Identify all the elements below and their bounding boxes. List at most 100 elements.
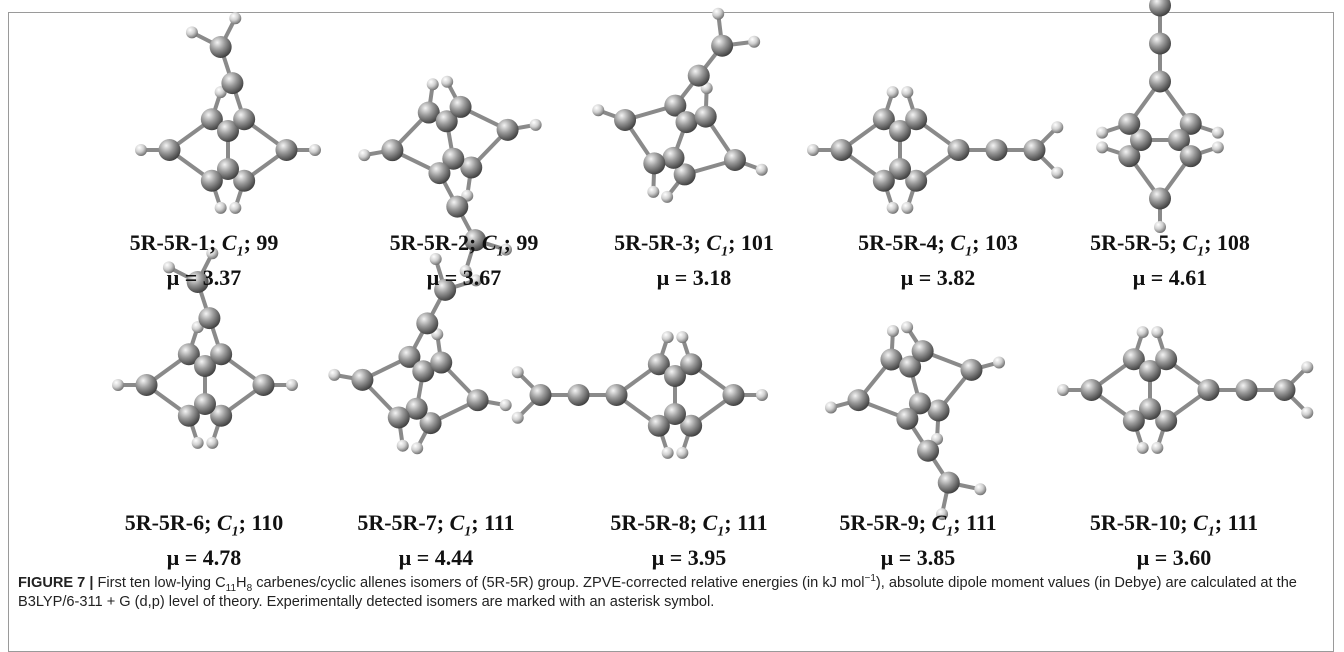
relative-energy: ; 99	[244, 230, 279, 255]
isomer-name: 5R-5R-5;	[1090, 230, 1182, 255]
point-group-subscript: 1	[965, 244, 972, 259]
relative-energy: ; 110	[239, 510, 284, 535]
carbon-atom	[233, 108, 255, 130]
point-group: C1	[222, 230, 244, 255]
point-group: C1	[706, 230, 728, 255]
isomer-name: 5R-5R-4;	[858, 230, 950, 255]
hydrogen-atom	[286, 379, 298, 391]
carbon-atom	[848, 389, 870, 411]
dipole-moment: μ = 3.85	[798, 545, 1038, 571]
hydrogen-atom	[1212, 127, 1224, 139]
hydrogen-atom	[427, 78, 439, 90]
isomer-title: 5R-5R-7; C1; 111	[316, 510, 556, 545]
caption-sup: −1	[865, 573, 876, 584]
carbon-atom	[1149, 71, 1171, 93]
carbon-atom	[722, 384, 744, 406]
relative-energy: ; 111	[1215, 510, 1258, 535]
hydrogen-atom	[1212, 141, 1224, 153]
hydrogen-atom	[1137, 326, 1149, 338]
isomer-title: 5R-5R-4; C1; 103	[818, 230, 1058, 265]
carbon-atom	[905, 108, 927, 130]
isomer-name: 5R-5R-8;	[610, 510, 702, 535]
isomer-title: 5R-5R-2; C1; 99	[344, 230, 584, 265]
carbon-atom	[648, 415, 670, 437]
hydrogen-atom	[676, 447, 688, 459]
relative-energy: ; 111	[953, 510, 996, 535]
dipole-moment: μ = 4.44	[316, 545, 556, 571]
dipole-moment: μ = 3.18	[574, 265, 814, 291]
point-group-subscript: 1	[721, 244, 728, 259]
hydrogen-atom	[112, 379, 124, 391]
carbon-atom	[1180, 145, 1202, 167]
molecule	[592, 8, 767, 203]
hydrogen-atom	[411, 442, 423, 454]
carbon-atom	[960, 359, 982, 381]
figure-caption: FIGURE 7 | First ten low-lying C11H8 car…	[18, 574, 1318, 611]
carbon-atom	[985, 139, 1007, 161]
carbon-atom	[136, 374, 158, 396]
isomer-title: 5R-5R-8; C1; 111	[569, 510, 809, 545]
hydrogen-atom	[901, 86, 913, 98]
relative-energy: ; 108	[1204, 230, 1250, 255]
carbon-atom	[1197, 379, 1219, 401]
carbon-atom	[530, 384, 552, 406]
hydrogen-atom	[901, 202, 913, 214]
carbon-atom	[275, 139, 297, 161]
carbon-atom	[467, 389, 489, 411]
carbon-atom	[210, 343, 232, 365]
isomer-title: 5R-5R-10; C1; 111	[1054, 510, 1294, 545]
point-group-subscript: 1	[497, 244, 504, 259]
hydrogen-atom	[512, 412, 524, 424]
isomer-label: 5R-5R-8; C1; 111μ = 3.95	[569, 510, 809, 571]
isomer-name: 5R-5R-7;	[357, 510, 449, 535]
hydrogen-atom	[1051, 121, 1063, 133]
point-group: C1	[950, 230, 972, 255]
carbon-atom	[1023, 139, 1045, 161]
hydrogen-atom	[309, 144, 321, 156]
carbon-atom	[210, 36, 232, 58]
dipole-moment: μ = 4.78	[84, 545, 324, 571]
carbon-atom	[724, 149, 746, 171]
carbon-atom	[917, 440, 939, 462]
hydrogen-atom	[500, 399, 512, 411]
point-group: C1	[217, 510, 239, 535]
dipole-moment: μ = 3.37	[84, 265, 324, 291]
molecule	[135, 12, 321, 214]
point-group-subscript: 1	[232, 524, 239, 539]
molecule	[807, 86, 1063, 214]
isomer-name: 5R-5R-6;	[125, 510, 217, 535]
caption-sub: 11	[226, 583, 236, 594]
relative-energy: ; 111	[724, 510, 767, 535]
molecule	[1096, 0, 1224, 233]
isomer-label: 5R-5R-7; C1; 111μ = 4.44	[316, 510, 556, 571]
isomer-name: 5R-5R-3;	[614, 230, 706, 255]
hydrogen-atom	[662, 447, 674, 459]
hydrogen-atom	[186, 26, 198, 38]
carbon-atom	[1081, 379, 1103, 401]
hydrogen-atom	[676, 331, 688, 343]
dipole-moment: μ = 4.61	[1050, 265, 1290, 291]
carbon-atom	[947, 139, 969, 161]
hydrogen-atom	[662, 331, 674, 343]
isomer-name: 5R-5R-1;	[130, 230, 222, 255]
hydrogen-atom	[441, 76, 453, 88]
hydrogen-atom	[1137, 442, 1149, 454]
molecule	[1057, 326, 1313, 454]
carbon-atom	[201, 170, 223, 192]
point-group-subscript: 1	[237, 244, 244, 259]
hydrogen-atom	[1057, 384, 1069, 396]
relative-energy: ; 101	[728, 230, 774, 255]
point-group: C1	[1193, 510, 1215, 535]
isomer-label: 5R-5R-3; C1; 101μ = 3.18	[574, 230, 814, 291]
carbon-atom	[351, 369, 373, 391]
carbon-atom	[680, 353, 702, 375]
relative-energy: ; 103	[972, 230, 1018, 255]
isomer-title: 5R-5R-3; C1; 101	[574, 230, 814, 265]
isomer-label: 5R-5R-10; C1; 111μ = 3.60	[1054, 510, 1294, 571]
relative-energy: ; 111	[471, 510, 514, 535]
hydrogen-atom	[530, 119, 542, 131]
caption-text: H	[236, 575, 247, 591]
carbon-atom	[1149, 187, 1171, 209]
hydrogen-atom	[512, 366, 524, 378]
dipole-moment: μ = 3.82	[818, 265, 1058, 291]
